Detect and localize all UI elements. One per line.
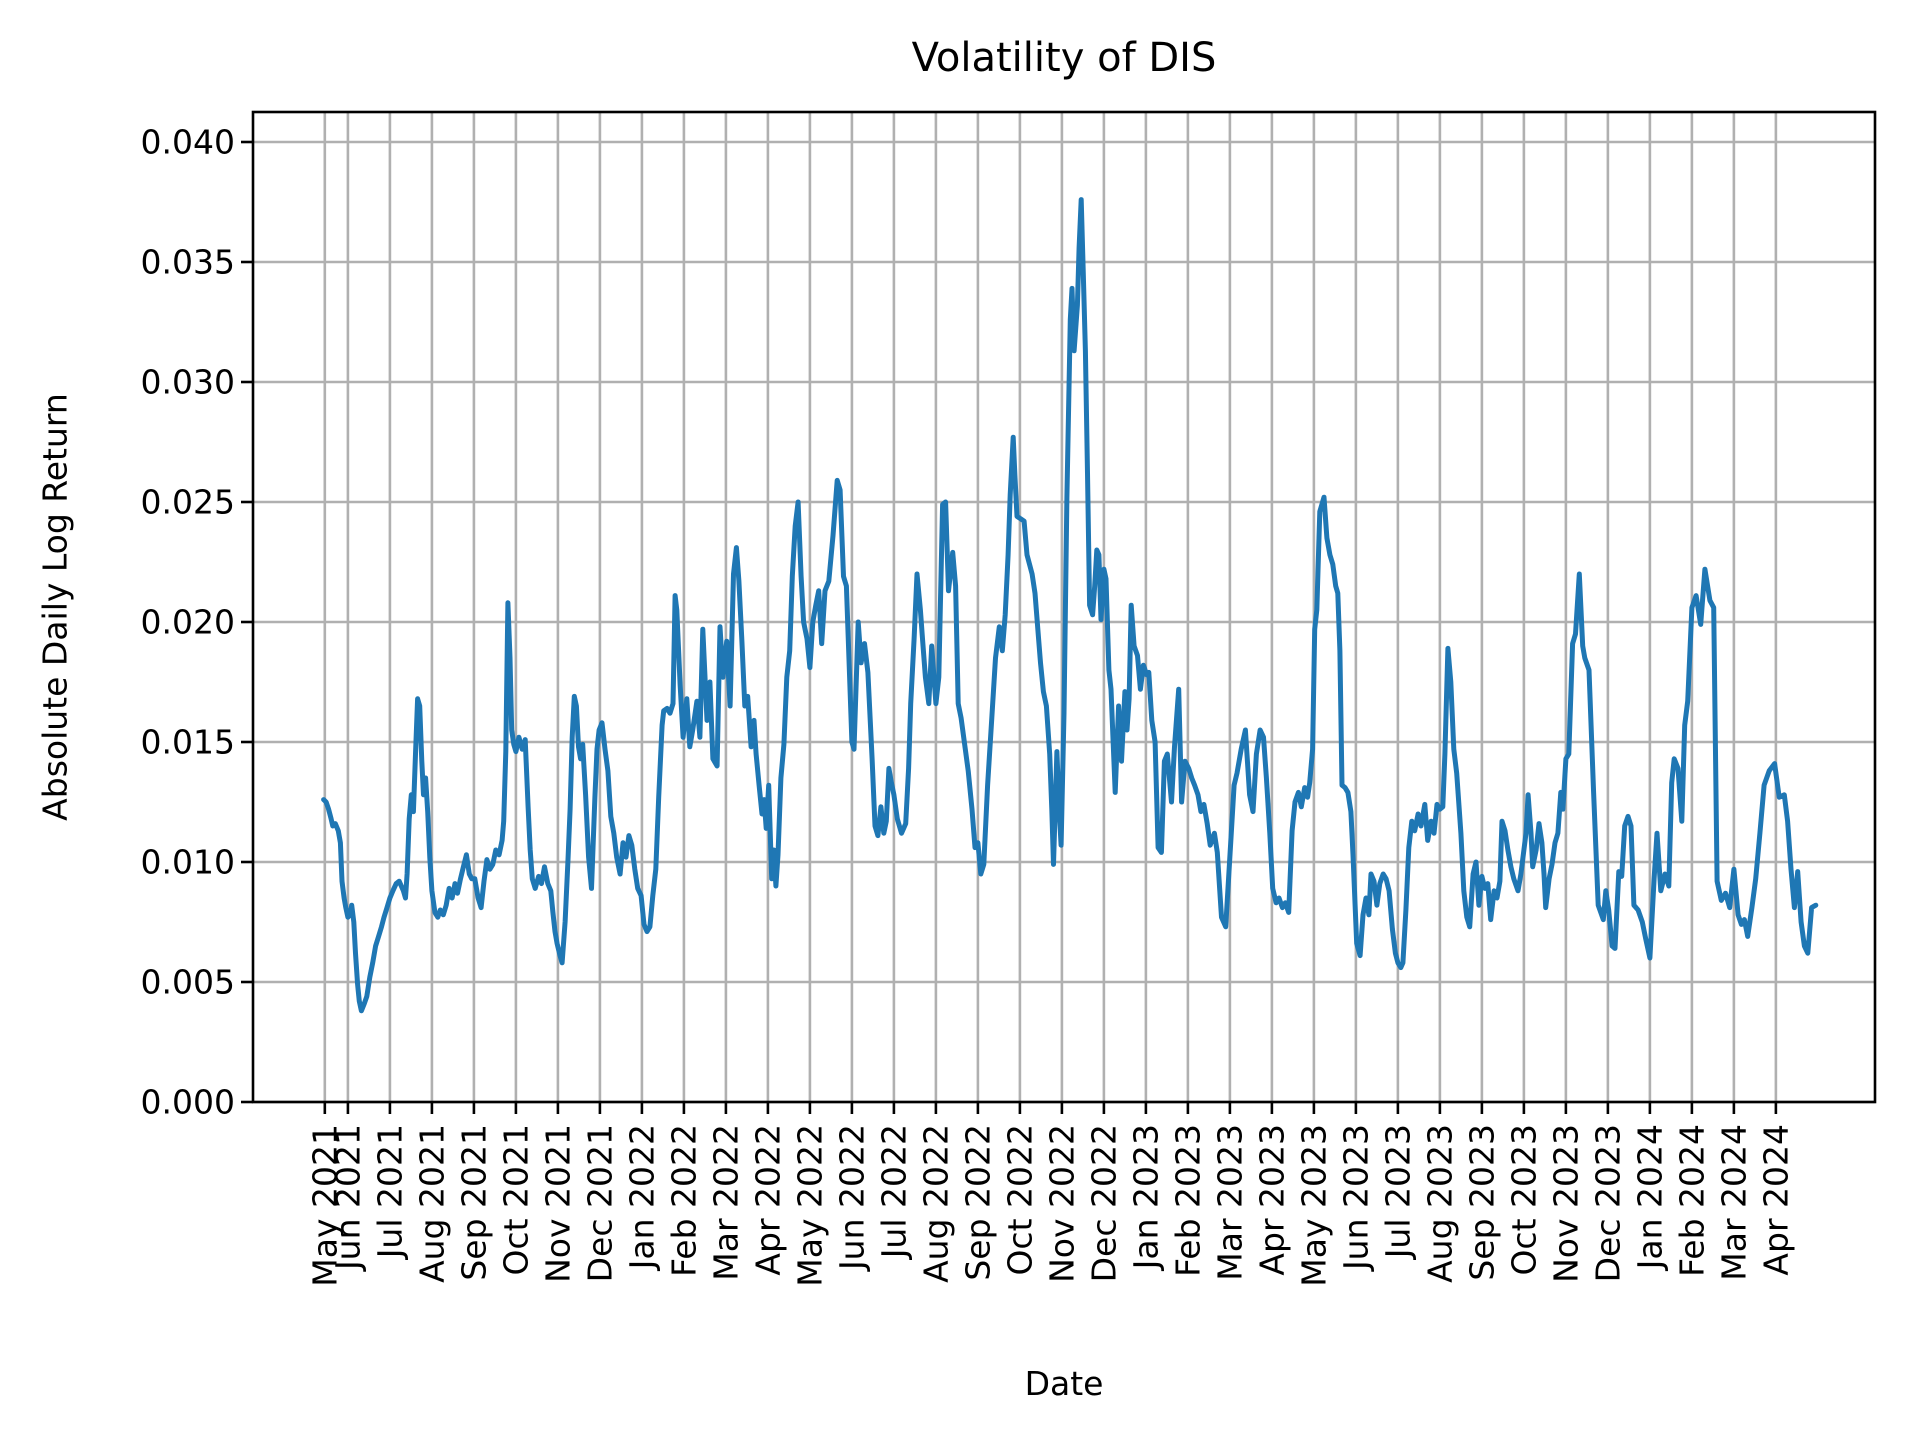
svg-text:Dec 2021: Dec 2021	[580, 1124, 619, 1282]
svg-text:May 2021: May 2021	[305, 1124, 344, 1287]
svg-text:Nov 2023: Nov 2023	[1546, 1124, 1585, 1283]
svg-text:Aug 2023: Aug 2023	[1420, 1124, 1459, 1283]
svg-text:Jul 2021: Jul 2021	[370, 1124, 409, 1260]
svg-text:Aug 2021: Aug 2021	[412, 1124, 451, 1283]
grid-lines	[253, 112, 1875, 1104]
svg-text:Feb 2023: Feb 2023	[1168, 1124, 1207, 1277]
svg-text:Apr 2022: Apr 2022	[748, 1124, 787, 1276]
svg-text:Feb 2024: Feb 2024	[1672, 1124, 1711, 1277]
svg-text:0.035: 0.035	[141, 243, 235, 282]
svg-text:Sep 2022: Sep 2022	[958, 1124, 997, 1281]
svg-text:Oct 2022: Oct 2022	[1000, 1124, 1039, 1276]
svg-text:Apr 2023: Apr 2023	[1252, 1124, 1291, 1276]
y-tick-labels: 0.000 0.005 0.010 0.015 0.020 0.025 0.030 0.035…	[141, 123, 235, 1122]
svg-text:Mar 2024: Mar 2024	[1714, 1124, 1753, 1281]
svg-text:0.025: 0.025	[141, 483, 235, 522]
svg-text:0.020: 0.020	[141, 603, 235, 642]
svg-text:Nov 2022: Nov 2022	[1042, 1124, 1081, 1283]
series-line	[321, 197, 1819, 1014]
svg-text:Nov 2021: Nov 2021	[538, 1124, 577, 1283]
svg-text:May 2023: May 2023	[1294, 1124, 1333, 1287]
x-axis-label: Date	[1024, 1364, 1104, 1403]
svg-text:Jan 2022: Jan 2022	[622, 1124, 661, 1271]
chart-title: Volatility of DIS	[911, 35, 1217, 81]
plot-spines	[251, 110, 1877, 1104]
svg-text:Dec 2023: Dec 2023	[1588, 1124, 1627, 1282]
svg-text:Oct 2021: Oct 2021	[496, 1124, 535, 1276]
svg-text:Feb 2022: Feb 2022	[664, 1124, 703, 1277]
svg-text:Oct 2023: Oct 2023	[1504, 1124, 1543, 1276]
svg-text:Dec 2022: Dec 2022	[1084, 1124, 1123, 1282]
svg-text:0.030: 0.030	[141, 363, 235, 402]
svg-text:Jun 2022: Jun 2022	[832, 1124, 871, 1272]
svg-text:Jun 2021: Jun 2021	[328, 1124, 367, 1272]
svg-text:Sep 2021: Sep 2021	[454, 1124, 493, 1281]
svg-text:Jan 2024: Jan 2024	[1630, 1124, 1669, 1271]
svg-text:Sep 2023: Sep 2023	[1462, 1124, 1501, 1281]
svg-text:Mar 2023: Mar 2023	[1210, 1124, 1249, 1281]
svg-text:Jul 2023: Jul 2023	[1378, 1124, 1417, 1260]
svg-text:Jan 2023: Jan 2023	[1126, 1124, 1165, 1271]
svg-text:Mar 2022: Mar 2022	[706, 1124, 745, 1281]
svg-text:0.015: 0.015	[141, 723, 235, 762]
svg-text:0.040: 0.040	[141, 123, 235, 162]
svg-text:Apr 2024: Apr 2024	[1756, 1124, 1795, 1276]
svg-text:Jul 2022: Jul 2022	[874, 1124, 913, 1260]
y-axis-label: Absolute Daily Log Return	[35, 393, 75, 821]
svg-text:0.010: 0.010	[141, 843, 235, 882]
svg-text:0.005: 0.005	[141, 963, 235, 1002]
svg-text:0.000: 0.000	[141, 1083, 235, 1122]
svg-text:Jun 2023: Jun 2023	[1336, 1124, 1375, 1272]
svg-text:May 2022: May 2022	[790, 1124, 829, 1287]
axis-ticks	[241, 140, 1778, 1114]
svg-text:Aug 2022: Aug 2022	[916, 1124, 955, 1283]
